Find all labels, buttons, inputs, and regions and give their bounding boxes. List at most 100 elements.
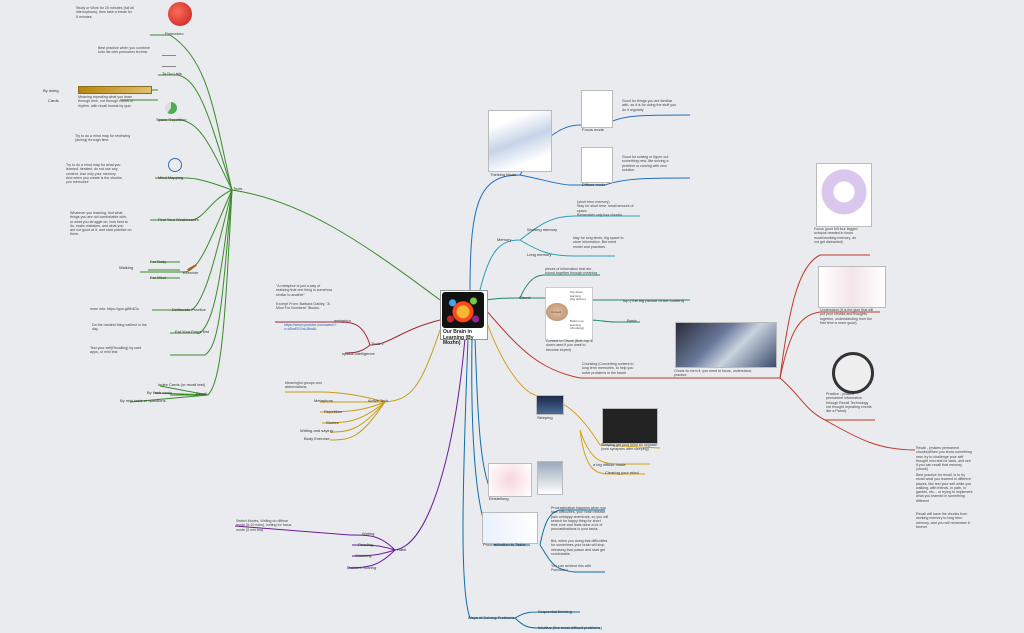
deliberate-note: more info: https://goo.gl/ifb4Ds [90,307,139,311]
checklist-icon [162,55,176,67]
procr-note-2: But, when you doing that difficulties fo… [551,539,608,556]
metaphor-excerpt: Excerpt From: Barbara Oakley, "A Mind Fo… [276,302,330,311]
sleep-label[interactable]: Sleeping [537,415,553,420]
einstellung-image-2 [537,461,563,495]
understand-image [818,266,886,308]
active-leaf-stories[interactable]: Stories [326,420,339,425]
thinking-diagram-image [488,110,552,172]
habit-label[interactable]: Habit [397,547,407,552]
exercise-leaf-body[interactable]: For Body [150,259,167,264]
long-label[interactable]: Long memory [527,252,552,257]
procr-note-3: You can achieve this with Pomodoro [551,564,592,573]
chunk-label[interactable]: Chunk [519,295,531,300]
recall-note-3: Recall will have the chunks from working… [916,512,970,529]
exercise-leaf-walking[interactable]: Walking [119,265,134,270]
thinking-label[interactable]: Thinking Mode [490,172,517,177]
tomato-timer-icon [168,2,192,26]
memory-label[interactable]: Memory [497,237,512,242]
tools-label[interactable]: Tools [233,186,243,191]
metaphor-leaf[interactable]: metaphor [334,318,351,323]
no-parrot-icon [832,352,874,394]
working-label[interactable]: Working memory [527,227,558,232]
chunking-branch [485,254,916,451]
sleep-leaf-clear[interactable]: Clearing your mind [605,470,639,475]
sleep-leaf-diffuse[interactable]: a big diffuse mode [593,462,626,467]
mindmap-label[interactable]: Mind Mapping [158,175,184,180]
practice-note: Practice - (makes permanent information … [826,392,872,414]
focus-mode-image [581,90,613,128]
exercise-label[interactable]: Exercise [183,270,199,275]
active-leaf-metaphors[interactable]: Metaphors [314,398,333,403]
chunking-note: Chunking (Converting content to long ter… [582,362,634,375]
brain-image [442,292,484,328]
mindmap-icon [168,158,182,172]
weakness-note: Whatever you learning, find what things … [70,211,132,237]
context-circle [546,303,568,321]
diffuse-note: Good for solving or figure out something… [622,155,669,172]
deliberate-label[interactable]: Deliberate Practice [172,307,206,312]
diffuse-mode-image [581,147,613,183]
spaced-note: Meaning repeating what you learn through… [78,95,134,108]
ways-leaf-sequential[interactable]: Sequential thinking [538,609,572,614]
active-leaf-repetition[interactable]: Repetition [324,409,343,414]
top-down-text: Top down learning (big picture) [570,290,586,302]
focus-octopus-note: Focus (your full four legged octopus nee… [814,227,858,244]
recall-leaf-mini[interactable]: By mini tests or questions [120,398,166,403]
octopus-image [816,163,872,227]
diffuse-label[interactable]: Diffuse mode [582,182,606,187]
chunk-top-note: pieces of information that are bound tog… [545,267,598,276]
synapse-image [602,408,658,444]
sleeping-image [536,395,564,415]
spatial-leaf[interactable]: spatial intelligence [342,351,375,356]
spaced-label[interactable]: Space Repetition [156,117,187,122]
tools2-label[interactable]: Tools 2 [371,341,384,346]
recall-leaf-flash[interactable]: By flash cards [147,390,173,395]
weakness-label[interactable]: Find Your Weaknesses [158,217,199,222]
active-leaf-body[interactable]: Body Exercise [304,436,330,441]
spaced-leaf-cards[interactable]: Cards [48,98,59,103]
active-label[interactable]: Active Tech [368,398,389,403]
pomodoro-label[interactable]: Pomodoro [165,31,184,36]
focus-label[interactable]: Focus mode [582,127,605,132]
einstellung-label[interactable]: Einstellung [489,496,509,501]
habit-leaf-problem[interactable]: Problem Solving [347,565,377,570]
chunk-image-caption: Chunk do form it, you need to focus, und… [674,369,752,378]
metaphor-quote: "A metaphor is just a way of realizing t… [276,284,333,297]
basic-label[interactable]: Basic [627,318,637,323]
habit-leaf-writing[interactable]: Writing [362,531,375,536]
todo-label[interactable]: To Do Lists [162,71,182,76]
recall-leaf-index[interactable]: Index Cards (or recall test) [158,382,206,387]
habit-leaf-watching[interactable]: Watching [355,553,372,558]
habit-note: Switch Modes, Writing do diffuse mode (5… [236,519,292,532]
habit-leaf-reading[interactable]: Reading [358,542,373,547]
spaced-leaf-doing[interactable]: By doing [43,88,59,93]
bigpic-label[interactable]: Top (The big picture of the content) [622,298,685,303]
mindmap-note-2: Try to do a mind map for what you learne… [66,163,122,185]
center-title: Our Brain in Learning (By Mozhn) [443,329,474,347]
sleep-note: Sleeping get your mind an upgrade (new s… [601,443,657,452]
eat-frogs-label[interactable]: Eat Your Frogs first [175,329,210,334]
ways-label[interactable]: Ways of Solving Problems [468,615,515,620]
working-note: (short term memory) Stay for short time,… [577,200,634,217]
thinking-branch [469,114,691,291]
focus-note: Good for things you are familiar with, a… [622,99,677,112]
memory-branch [479,215,640,291]
pomodoro-note: Study or Work for 25 minutes (full all i… [76,6,134,19]
recall-label[interactable]: Recall [196,391,208,396]
lower-branches [462,337,605,629]
mindmap-note-1: Try to do a mind map for reviewing (duri… [75,134,131,143]
eat-frogs-note: Do the hardest thing earliest in the day… [92,323,147,332]
understand-note: Understand (It is the glue that will put… [820,308,874,325]
bottom-up-text: Bottom up learning (chunking) [570,319,585,331]
todo-note: Best practice when you combine todo list… [98,46,150,55]
metaphor-link[interactable]: https://www.youtube.com/watch? v=d5mEEOw… [284,323,337,332]
active-leaf-writing[interactable]: Writing and saying [300,428,333,433]
metaphor-branch [275,319,441,354]
exercise-leaf-mind[interactable]: For Mind [150,275,166,280]
procrastination-label[interactable]: Procrastination to Tasks [483,542,526,547]
ways-leaf-intuitive[interactable]: Intuitive (the most difficult problems) [538,625,602,630]
recall-note-2: Best practice for recall, is to try reca… [916,473,973,503]
long-note: stay for long times, big space to store … [573,236,624,249]
context-note: Context to Chunk (Both top & down used i… [546,339,593,352]
einstellung-image-1 [488,463,532,497]
